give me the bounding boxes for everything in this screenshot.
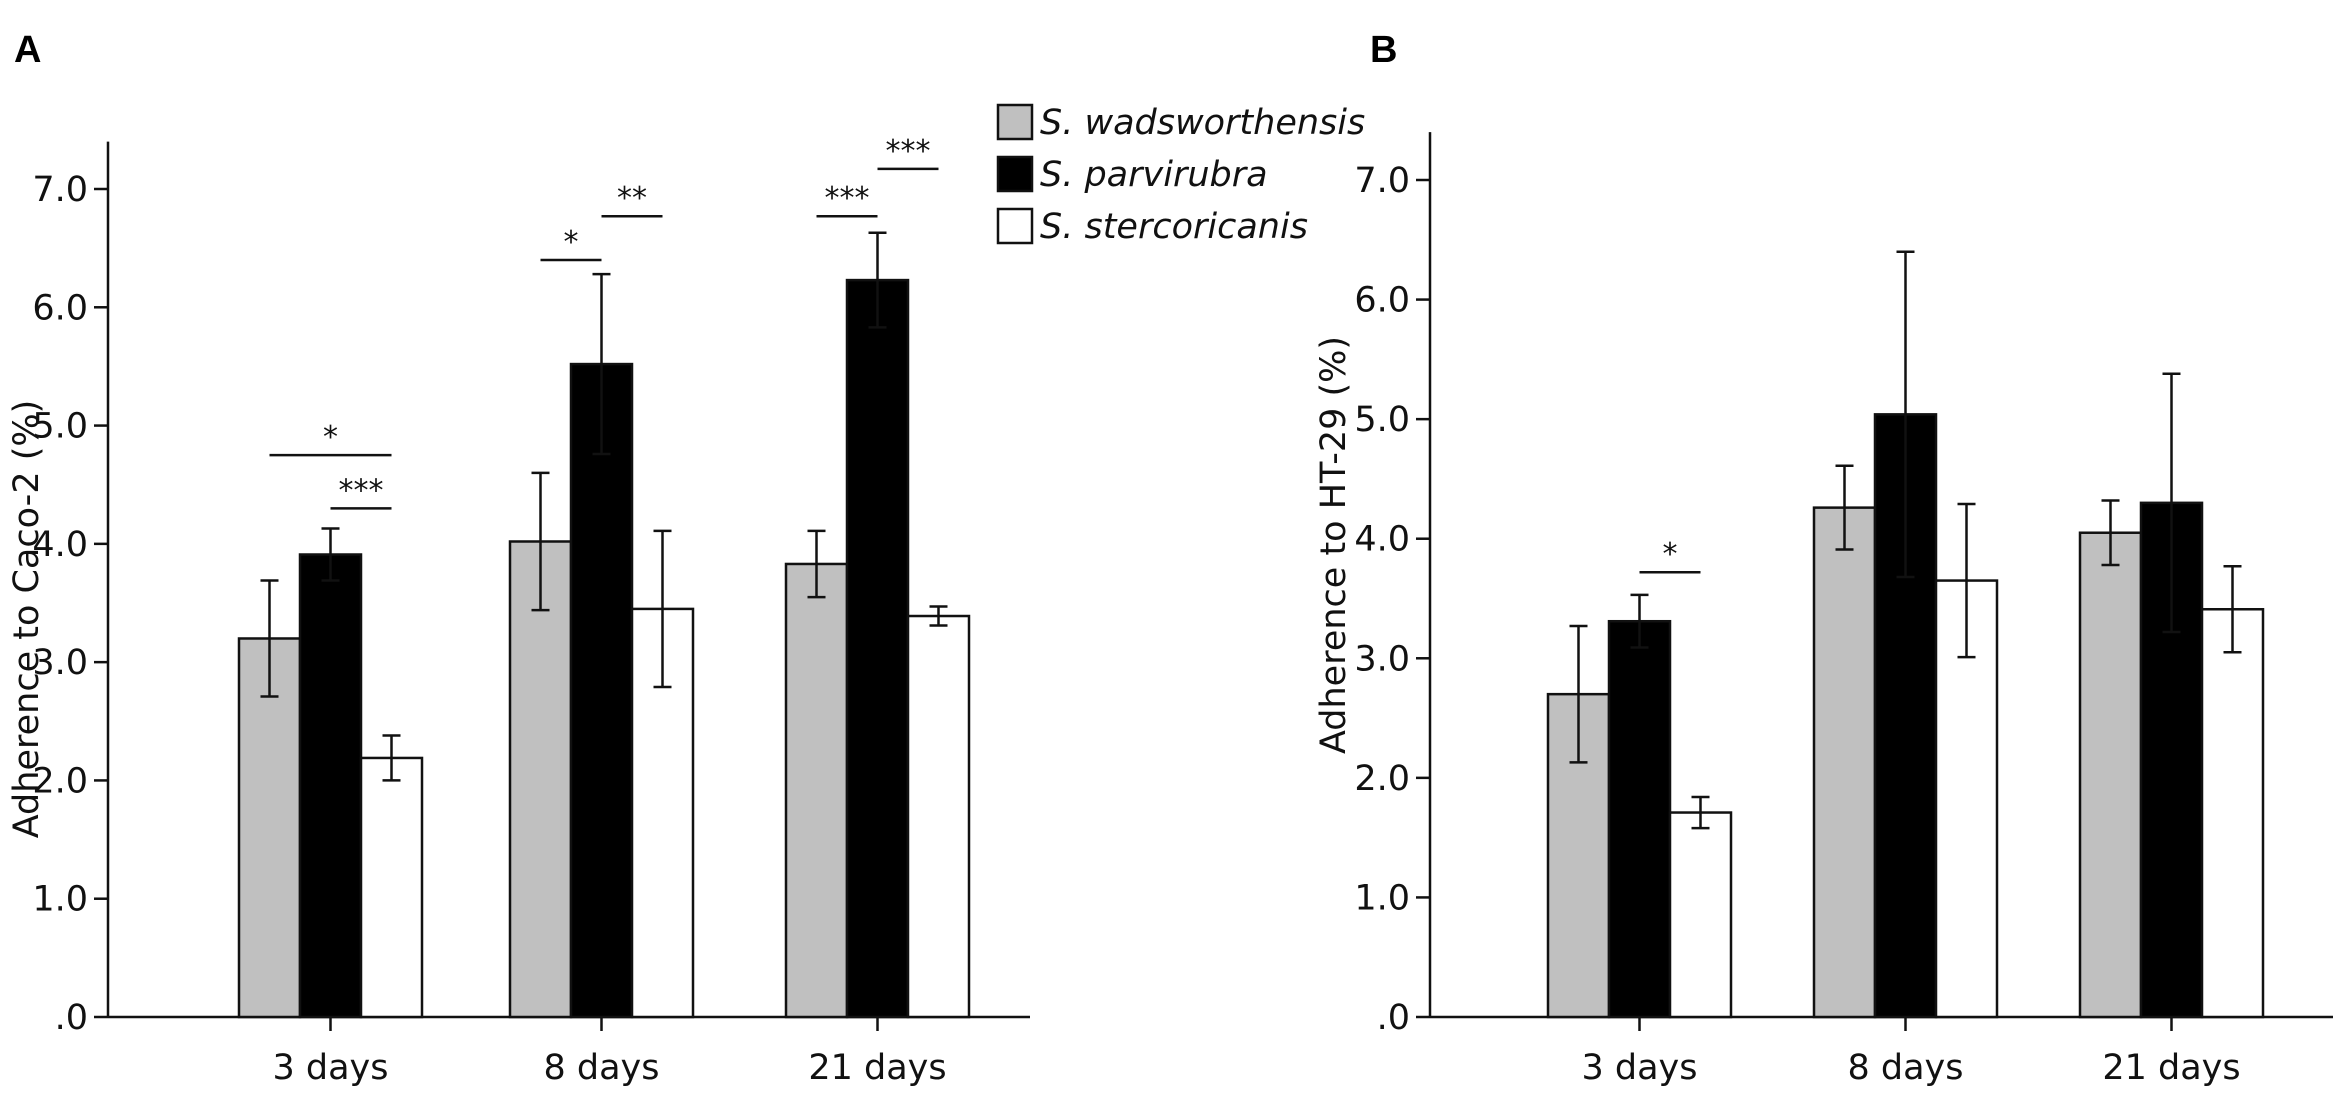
y-tick-label: 3.0 xyxy=(32,643,88,683)
y-tick-label: 2.0 xyxy=(32,761,88,801)
bar xyxy=(237,637,302,1019)
legend-label-wadsworthensis: S. wadsworthensis xyxy=(1040,103,1365,143)
panel-label-a: A xyxy=(14,29,41,71)
bar xyxy=(2200,608,2265,1019)
y-tick-label: 5.0 xyxy=(32,407,88,447)
y-axis-title: Adherence to HT-29 (%) xyxy=(1314,336,1354,754)
significance-label: * xyxy=(323,420,338,455)
legend: S. wadsworthensis S. parvirubra S. sterc… xyxy=(996,103,1365,247)
x-category-label: 21 days xyxy=(808,1048,946,1088)
bar xyxy=(845,278,910,1019)
y-tick-label: 7.0 xyxy=(32,170,88,210)
legend-swatch-wadsworthensis xyxy=(996,103,1034,141)
bar xyxy=(784,562,849,1019)
chart-panel-b: .0 1.0 2.0 3.0 4.0 5.0 6.0 7.0 Adherence to HT-2… xyxy=(1314,132,2333,1088)
y-tick-label: 6.0 xyxy=(32,288,88,328)
y-tick-label: 4.0 xyxy=(1354,520,1410,560)
y-tick-label: 4.0 xyxy=(32,525,88,565)
significance-label: ** xyxy=(617,181,647,216)
legend-label-parvirubra: S. parvirubra xyxy=(1040,155,1268,195)
bar xyxy=(359,756,424,1019)
y-tick-label: .0 xyxy=(55,998,88,1038)
bar xyxy=(1668,811,1733,1019)
x-category-label: 8 days xyxy=(543,1048,659,1088)
y-tick-label: 2.0 xyxy=(1354,759,1410,799)
x-category-label: 3 days xyxy=(1581,1048,1697,1088)
y-axis-title: Adherence to Caco-2 (%) xyxy=(7,400,47,839)
chart-panel-a: .0 1.0 2.0 3.0 4.0 5.0 6.0 7.0 Adherence to Caco… xyxy=(7,134,1030,1088)
y-tick-label: 7.0 xyxy=(1354,161,1410,201)
y-tick-label: 1.0 xyxy=(32,880,88,920)
bar xyxy=(508,540,573,1019)
y-tick-label: 6.0 xyxy=(1354,281,1410,321)
legend-label-stercoricanis: S. stercoricanis xyxy=(1040,207,1308,247)
bar xyxy=(1812,506,1877,1019)
y-tick-label: 1.0 xyxy=(1354,878,1410,918)
significance-label: *** xyxy=(339,473,384,508)
x-category-label: 21 days xyxy=(2102,1048,2240,1088)
legend-swatch-parvirubra xyxy=(996,155,1034,193)
x-category-label: 8 days xyxy=(1847,1048,1963,1088)
significance-label: * xyxy=(564,225,579,260)
legend-swatch-stercoricanis xyxy=(996,207,1034,245)
bar xyxy=(1607,619,1672,1019)
bar xyxy=(906,614,971,1019)
y-tick-label: 5.0 xyxy=(1354,400,1410,440)
bar xyxy=(2078,531,2143,1019)
significance-label: * xyxy=(1663,537,1678,572)
y-tick-label: 3.0 xyxy=(1354,639,1410,679)
x-category-label: 3 days xyxy=(272,1048,388,1088)
bar xyxy=(569,362,634,1019)
significance-label: *** xyxy=(886,134,931,169)
y-tick-label: .0 xyxy=(1377,998,1410,1038)
significance-label: *** xyxy=(825,181,870,216)
bar xyxy=(298,553,363,1019)
panel-label-b: B xyxy=(1370,29,1397,71)
